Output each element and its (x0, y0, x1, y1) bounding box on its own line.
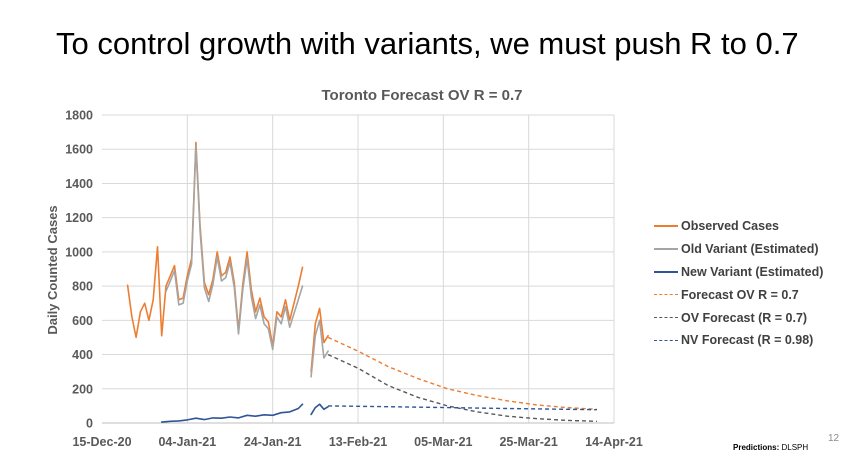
legend-swatch (654, 317, 678, 319)
series-line (165, 145, 304, 351)
y-tick-label: 600 (72, 314, 93, 328)
x-tick-label: 15-Dec-20 (72, 435, 131, 449)
legend-swatch (654, 294, 678, 296)
series-line (327, 353, 597, 422)
legend-item: OV Forecast (R = 0.7) (654, 306, 823, 329)
legend-swatch (654, 248, 678, 251)
legend-item: Forecast OV R = 0.7 (654, 283, 823, 306)
x-tick-label: 05-Mar-21 (414, 435, 472, 449)
legend-label: New Variant (Estimated) (681, 264, 824, 279)
legend-item: NV Forecast (R = 0.98) (654, 329, 823, 352)
predictions-label: Predictions: (733, 443, 780, 452)
y-tick-label: 1400 (65, 177, 93, 191)
y-tick-label: 1800 (65, 109, 93, 123)
legend-label: OV Forecast (R = 0.7) (681, 310, 808, 325)
legend-label: Observed Cases (681, 219, 779, 234)
predictions-note: Predictions: DLSPH (733, 443, 808, 452)
y-tick-label: 800 (72, 280, 93, 294)
series-line (310, 319, 329, 378)
y-tick-label: 1000 (65, 245, 93, 259)
series-line (126, 141, 304, 347)
legend-swatch (654, 270, 678, 273)
slide-title: To control growth with variants, we must… (56, 26, 799, 61)
y-tick-label: 1200 (65, 211, 93, 225)
x-tick-label: 25-Mar-21 (499, 435, 557, 449)
legend-label: Old Variant (Estimated) (681, 242, 819, 257)
legend-label: Forecast OV R = 0.7 (681, 287, 799, 302)
series-line (160, 403, 304, 423)
slide-number: 12 (828, 433, 840, 444)
series-line (310, 307, 329, 373)
tick-labels: 0 200 400 600 800 1000 1200 1400 1600 1800 15-Dec-… (65, 109, 643, 450)
y-tick-label: 400 (72, 348, 93, 362)
y-axis-label: Daily Counted Cases (45, 205, 60, 334)
legend-swatch (654, 225, 678, 228)
x-tick-label: 04-Jan-21 (158, 435, 216, 449)
legend-item: Observed Cases (654, 215, 823, 238)
chart-title: Toronto Forecast OV R = 0.7 (321, 87, 523, 104)
legend: Observed Cases Old Variant (Estimated) New… (654, 215, 823, 352)
series-lines (126, 141, 597, 423)
y-tick-label: 200 (72, 382, 93, 396)
y-tick-label: 1600 (65, 143, 93, 157)
series-line (327, 336, 597, 410)
series-line (310, 403, 329, 416)
x-tick-label: 14-Apr-21 (585, 435, 643, 449)
legend-swatch (654, 339, 678, 341)
legend-item: Old Variant (Estimated) (654, 238, 823, 261)
predictions-source: DLSPH (781, 443, 809, 452)
y-tick-label: 0 (86, 417, 93, 431)
x-tick-label: 13-Feb-21 (329, 435, 387, 449)
legend-item: New Variant (Estimated) (654, 261, 823, 284)
grid-lines (102, 114, 615, 423)
legend-label: NV Forecast (R = 0.98) (681, 333, 814, 348)
series-line (328, 405, 597, 411)
x-tick-label: 24-Jan-21 (244, 435, 302, 449)
